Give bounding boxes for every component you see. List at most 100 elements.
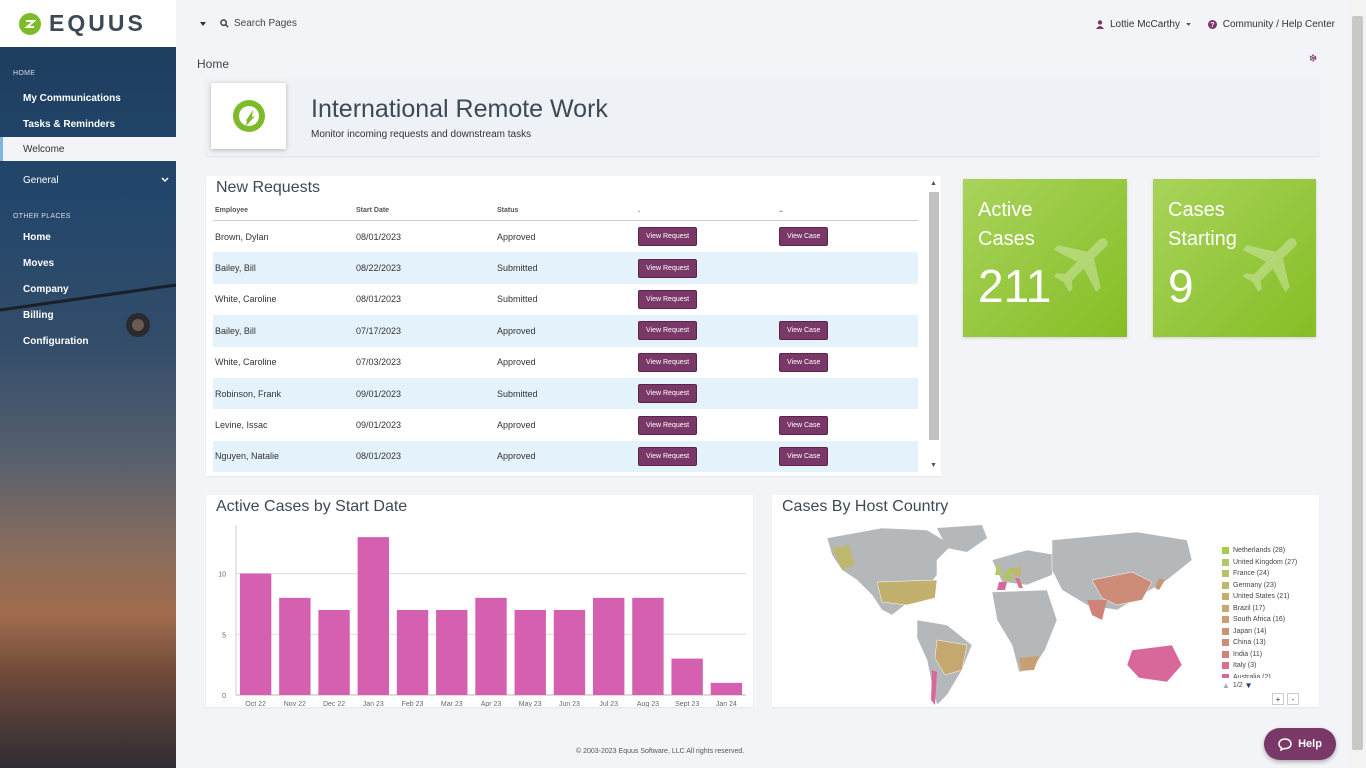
bar[interactable] — [593, 597, 625, 695]
legend-item[interactable]: Italy (3) — [1222, 660, 1297, 672]
logo[interactable]: EQUUS — [0, 0, 176, 47]
view-request-button[interactable]: View Request — [638, 227, 698, 247]
user-menu[interactable]: Lottie McCarthy — [1095, 19, 1191, 30]
x-tick-label: Feb 23 — [402, 701, 424, 707]
requests-scrollbar[interactable]: ▲ ▼ — [928, 180, 939, 472]
view-request-button[interactable]: View Request — [638, 321, 698, 341]
view-case-button[interactable]: View Case — [779, 321, 829, 341]
legend-swatch — [1222, 627, 1229, 635]
column-header-employee[interactable]: Employee — [215, 207, 249, 214]
caret-down-icon — [1186, 23, 1191, 26]
view-request-button[interactable]: View Request — [638, 415, 698, 435]
user-icon — [1095, 20, 1104, 29]
legend-item[interactable]: Brazil (17) — [1222, 603, 1297, 615]
view-case-button[interactable]: View Case — [779, 227, 829, 247]
equus-logo-icon — [19, 12, 41, 35]
view-request-button[interactable]: View Request — [638, 384, 698, 404]
footer: © 2003-2023 Equus Software, LLC All righ… — [576, 748, 745, 755]
legend-item[interactable]: South Africa (16) — [1222, 614, 1297, 626]
view-case-button[interactable]: View Case — [779, 446, 829, 466]
requests-scrollbar-thumb[interactable] — [929, 192, 939, 440]
sidebar-item-my-communications[interactable]: My Communications — [0, 85, 176, 111]
bar[interactable] — [396, 610, 429, 695]
sidebar-item-tasks-reminders[interactable]: Tasks & Reminders — [0, 111, 176, 137]
zoom-in-button[interactable]: + — [1272, 693, 1284, 705]
help-center-link[interactable]: ? Community / Help Center — [1207, 19, 1335, 30]
page-scrollbar[interactable] — [1349, 0, 1366, 768]
sidebar-item-billing[interactable]: Billing — [0, 302, 176, 328]
status-cell: Submitted — [497, 294, 538, 305]
legend-label: Australia (2) — [1233, 673, 1271, 678]
legend-item[interactable]: France (24) — [1222, 568, 1297, 580]
bar[interactable] — [710, 682, 743, 695]
column-header-request-action[interactable]: . — [638, 207, 640, 214]
scroll-down-arrow-icon[interactable]: ▼ — [930, 462, 937, 469]
zoom-out-button[interactable]: - — [1287, 693, 1299, 705]
legend-pager[interactable]: ▲ 1/2 ▼ — [1222, 680, 1297, 692]
active-cases-tile[interactable]: Active Cases 211 — [963, 179, 1127, 337]
scroll-up-arrow-icon[interactable]: ▲ — [930, 180, 937, 187]
help-button-label: Help — [1298, 738, 1322, 750]
host-country-map-panel: Cases By Host Country Netherlands (28) Un… — [772, 495, 1319, 707]
airplane-icon — [1053, 238, 1108, 293]
map-zoom-controls: + - — [1272, 693, 1299, 705]
help-button[interactable]: Help — [1264, 728, 1336, 760]
cases-starting-tile[interactable]: Cases Starting 9 — [1153, 179, 1316, 337]
gear-icon[interactable] — [1309, 54, 1317, 65]
sidebar-item-welcome[interactable]: Welcome — [0, 137, 176, 161]
column-header-status[interactable]: Status — [497, 207, 519, 214]
airplane-icon — [1242, 238, 1297, 293]
sidebar-item-configuration[interactable]: Configuration — [0, 328, 176, 354]
x-tick-label: Jul 23 — [599, 701, 618, 707]
bar[interactable] — [436, 610, 468, 695]
legend-item[interactable]: United Kingdom (27) — [1222, 557, 1297, 569]
bar[interactable] — [357, 537, 389, 695]
sidebar-item-general[interactable]: General — [0, 167, 176, 193]
table-row: White, Caroline 07/03/2023 Approved View Re… — [213, 347, 918, 378]
view-request-button[interactable]: View Request — [638, 446, 698, 466]
cases-starting-label: Cases Starting — [1168, 199, 1237, 250]
view-request-button[interactable]: View Request — [638, 352, 698, 372]
view-request-button[interactable]: View Request — [638, 289, 698, 309]
view-case-button[interactable]: View Case — [779, 415, 829, 435]
bar[interactable] — [318, 610, 350, 695]
case-action-cell: View Case — [777, 321, 918, 341]
world-map[interactable] — [787, 520, 1227, 705]
caret-down-icon[interactable] — [200, 21, 206, 26]
sidebar-item-company[interactable]: Company — [0, 276, 176, 302]
legend-item[interactable]: China (13) — [1222, 637, 1297, 649]
breadcrumb: Home — [197, 57, 230, 71]
employee-cell: Bailey, Bill — [215, 263, 256, 274]
legend-item[interactable]: India (11) — [1222, 649, 1297, 661]
bar[interactable] — [553, 610, 586, 695]
bar[interactable] — [671, 658, 703, 695]
column-header-case-action[interactable]: .. — [779, 207, 783, 214]
pager-down-icon[interactable]: ▼ — [1244, 681, 1253, 691]
legend-item[interactable]: Japan (14) — [1222, 626, 1297, 638]
bar[interactable] — [514, 610, 546, 695]
legend-label: China (13) — [1233, 639, 1266, 647]
search-pages[interactable]: Search Pages — [200, 18, 297, 29]
bar[interactable] — [632, 597, 664, 695]
view-case-button[interactable]: View Case — [779, 352, 829, 372]
legend-swatch — [1222, 673, 1229, 678]
bar[interactable] — [279, 597, 311, 695]
legend-item[interactable]: United States (21) — [1222, 591, 1297, 603]
view-request-button[interactable]: View Request — [638, 258, 698, 278]
table-row: White, Caroline 08/01/2023 Submitted View R… — [213, 284, 918, 315]
page-scrollbar-thumb[interactable] — [1352, 16, 1363, 750]
table-row: Bailey, Bill 08/22/2023 Submitted View Requ… — [213, 252, 918, 284]
sidebar-item-moves[interactable]: Moves — [0, 250, 176, 276]
pager-up-icon[interactable]: ▲ — [1222, 681, 1230, 691]
legend-item[interactable]: Australia (2) — [1222, 672, 1297, 678]
chevron-down-icon — [161, 177, 169, 183]
legend-item[interactable]: Netherlands (28) — [1222, 545, 1297, 557]
legend-item[interactable]: Germany (23) — [1222, 580, 1297, 592]
bar[interactable] — [239, 573, 272, 695]
sidebar-item-home[interactable]: Home — [0, 224, 176, 250]
column-header-start-date[interactable]: Start Date — [356, 207, 390, 214]
bar[interactable] — [475, 597, 507, 695]
request-action-cell: View Request — [636, 384, 777, 404]
request-action-cell: View Request — [636, 415, 777, 435]
requests-table: Employee Start Date Status . .. Brown, D… — [213, 207, 918, 473]
